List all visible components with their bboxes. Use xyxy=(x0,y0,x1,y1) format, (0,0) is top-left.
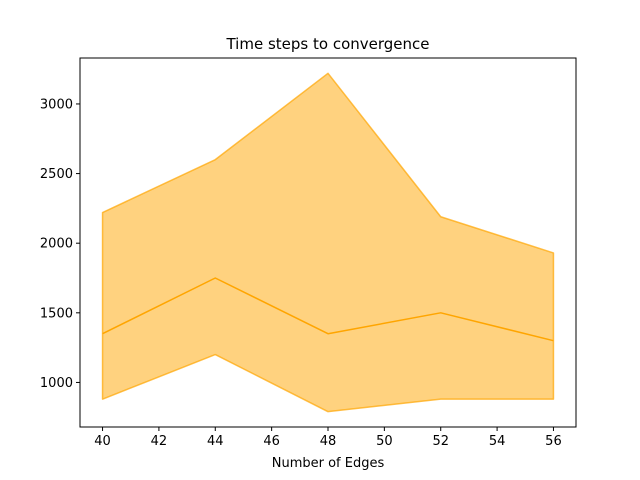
x-tick-label: 50 xyxy=(376,434,393,449)
x-axis: 40 42 44 46 48 50 52 54 56 xyxy=(94,427,562,449)
x-tick-label: 40 xyxy=(94,434,111,449)
plot-area xyxy=(101,72,555,413)
chart-title: Time steps to convergence xyxy=(225,35,429,53)
x-tick-label: 54 xyxy=(489,434,506,449)
confidence-band-0 xyxy=(101,72,555,413)
y-tick-label: 1000 xyxy=(40,376,73,391)
y-tick-label: 3000 xyxy=(40,97,73,112)
x-tick-label: 44 xyxy=(207,434,224,449)
x-axis-title: Number of Edges xyxy=(272,456,385,471)
x-tick-label: 56 xyxy=(545,434,562,449)
y-tick-label: 2000 xyxy=(40,237,73,252)
x-tick-label: 46 xyxy=(263,434,280,449)
x-tick-label: 52 xyxy=(432,434,449,449)
x-tick-label: 42 xyxy=(151,434,168,449)
y-tick-label: 2500 xyxy=(40,167,73,182)
x-tick-label: 48 xyxy=(320,434,337,449)
y-tick-label: 1500 xyxy=(40,306,73,321)
y-axis: 1000 1500 2000 2500 3000 xyxy=(40,97,80,391)
